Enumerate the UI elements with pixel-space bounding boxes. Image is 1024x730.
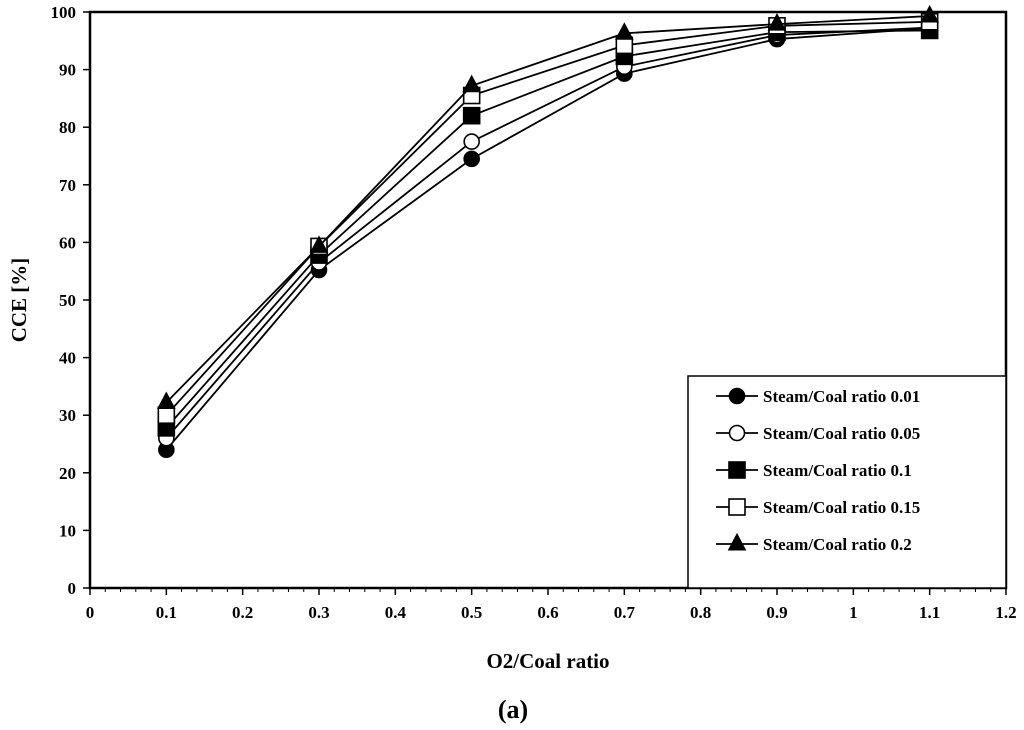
y-tick-label: 40 xyxy=(59,349,76,368)
y-tick-label: 50 xyxy=(59,291,76,310)
legend-entry: Steam/Coal ratio 0.01 xyxy=(716,387,920,406)
legend-entry: Steam/Coal ratio 0.15 xyxy=(716,498,920,517)
x-axis-title: O2/Coal ratio xyxy=(486,649,609,673)
data-point xyxy=(920,4,939,23)
series-line xyxy=(165,20,930,416)
y-tick-label: 20 xyxy=(59,464,76,483)
series-line xyxy=(165,29,930,429)
legend-entry: Steam/Coal ratio 0.05 xyxy=(716,424,920,443)
series-3 xyxy=(157,21,939,437)
legend-label: Steam/Coal ratio 0.1 xyxy=(763,461,912,480)
series-line xyxy=(165,15,930,404)
data-point xyxy=(462,74,481,93)
data-point xyxy=(728,498,746,516)
x-tick-label: 0.3 xyxy=(308,603,329,622)
x-tick-label: 0.4 xyxy=(385,603,407,622)
data-point xyxy=(728,424,746,442)
x-tick-label: 0.9 xyxy=(766,603,787,622)
data-point xyxy=(463,133,480,150)
data-point xyxy=(157,406,176,425)
data-point xyxy=(767,13,787,31)
legend-entry: Steam/Coal ratio 0.1 xyxy=(716,461,912,480)
y-tick-label: 60 xyxy=(59,233,76,252)
y-tick-label: 10 xyxy=(59,521,76,540)
x-tick-label: 0.8 xyxy=(690,603,711,622)
y-tick-label: 100 xyxy=(51,3,77,22)
data-point xyxy=(728,461,746,479)
x-tick-label: 0.1 xyxy=(156,603,177,622)
x-tick-label: 1.2 xyxy=(995,603,1016,622)
figure-caption: (a) xyxy=(498,695,528,724)
series-line xyxy=(165,26,930,439)
data-point xyxy=(309,235,329,253)
y-tick-label: 90 xyxy=(59,61,76,80)
y-tick-label: 70 xyxy=(59,176,76,195)
series-4 xyxy=(157,12,939,425)
y-axis-title: CCE [%] xyxy=(7,258,31,343)
data-point xyxy=(463,150,480,168)
legend-box xyxy=(687,375,1007,589)
data-point xyxy=(727,532,747,551)
x-tick-label: 0 xyxy=(86,603,95,622)
data-point xyxy=(615,22,634,40)
series-line xyxy=(165,27,930,451)
y-tick-label: 0 xyxy=(68,579,77,598)
legend-label: Steam/Coal ratio 0.01 xyxy=(763,387,920,406)
legend-label: Steam/Coal ratio 0.15 xyxy=(763,498,920,517)
legend: Steam/Coal ratio 0.01 Steam/Coal ratio 0.… xyxy=(687,375,1007,589)
legend-label: Steam/Coal ratio 0.05 xyxy=(763,424,920,443)
data-point xyxy=(728,387,746,405)
x-tick-label: 0.7 xyxy=(614,603,636,622)
data-point xyxy=(157,391,176,410)
legend-entry: Steam/Coal ratio 0.2 xyxy=(716,532,912,554)
data-point xyxy=(462,106,481,125)
x-tick-label: 1 xyxy=(849,603,858,622)
x-tick-label: 1.1 xyxy=(919,603,940,622)
x-tick-label: 0.5 xyxy=(461,603,482,622)
y-tick-label: 30 xyxy=(59,406,76,425)
x-tick-label: 0.6 xyxy=(537,603,558,622)
legend-label: Steam/Coal ratio 0.2 xyxy=(763,535,912,554)
series-5 xyxy=(157,4,939,410)
series-group xyxy=(157,4,939,459)
y-tick-label: 80 xyxy=(59,118,76,137)
axis-ticks: 0 0.1 0.2 0.3 0.4 0.5 0.6 0.7 0.8 0.9 1 1.1 1.2 0 10 20… xyxy=(51,3,1017,622)
x-tick-label: 0.2 xyxy=(232,603,253,622)
